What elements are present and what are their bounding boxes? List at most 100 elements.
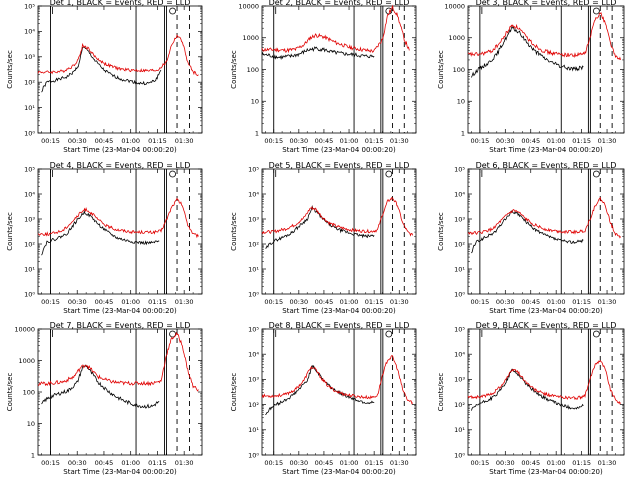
x-tick-label: 00:30 [68,459,87,467]
events-series-line [41,364,160,409]
x-tick-label: 01:30 [390,137,409,145]
y-tick-label: 10¹ [248,426,259,434]
panel-title: Det 6, BLACK = Events, RED = LLD [476,161,617,170]
x-axis-label: Start Time (23-Mar-04 00:00:20) [282,146,396,154]
panel-3: Det 3, BLACK = Events, RED = LLD 1 10 100 10… [437,0,625,154]
panel-title: Det 7, BLACK = Events, RED = LLD [50,321,191,330]
y-tick-label: 10¹ [454,265,465,273]
lld-series-line [467,196,621,239]
y-axis-label: Counts/sec [437,373,445,412]
x-tick-label: 01:00 [340,459,359,467]
y-tick-label: 10000 [14,325,35,333]
x-tick-label: 01:30 [598,137,617,145]
x-tick-label: 01:30 [175,137,194,145]
y-tick-label: 10000 [238,2,259,10]
top-marker-symbol [592,170,600,178]
y-axis-label: Counts/sec [230,373,238,412]
y-tick-label: 10³ [24,53,35,61]
x-tick-label: 01:15 [365,459,384,467]
x-axis-label: Start Time (23-Mar-04 00:00:20) [63,146,177,154]
y-tick-label: 1 [461,129,465,137]
y-tick-label: 10⁰ [454,451,465,459]
y-tick-label: 100 [247,66,259,74]
y-tick-label: 10² [24,240,35,248]
lld-series-line [37,331,199,392]
y-axis-label: Counts/sec [437,212,445,251]
x-tick-label: 01:00 [340,298,359,306]
events-series-line [471,25,584,78]
y-axis-label: Counts/sec [6,50,14,89]
x-tick-label: 00:15 [264,137,283,145]
y-tick-label: 10⁴ [248,351,259,359]
y-tick-label: 10¹ [24,104,35,112]
y-tick-label: 10² [248,240,259,248]
x-tick-label: 00:30 [496,459,515,467]
panel-title: Det 1, BLACK = Events, RED = LLD [50,0,191,7]
y-tick-label: 10⁴ [24,28,35,36]
panel-1: Det 1, BLACK = Events, RED = LLD 10⁰ 10¹ 10… [6,0,203,154]
top-marker-symbol [592,330,600,338]
y-tick-label: 10000 [444,2,465,10]
x-tick-label: 01:15 [365,298,384,306]
y-tick-label: 10³ [248,215,259,223]
y-tick-label: 10⁰ [24,290,35,298]
lld-series-line [261,4,410,54]
y-tick-label: 10³ [248,376,259,384]
x-axis-label: Start Time (23-Mar-04 00:00:20) [489,307,603,315]
x-tick-label: 01:30 [598,459,617,467]
y-tick-label: 10² [248,401,259,409]
x-tick-label: 00:15 [41,137,60,145]
x-tick-label: 00:45 [95,298,114,306]
top-marker-symbol [385,170,393,178]
y-tick-label: 1000 [448,34,465,42]
panel-title: Det 9, BLACK = Events, RED = LLD [476,321,617,330]
y-tick-label: 1 [31,451,35,459]
x-tick-label: 01:00 [121,298,140,306]
panel-title: Det 2, BLACK = Events, RED = LLD [269,0,410,7]
x-tick-label: 00:30 [68,298,87,306]
x-tick-label: 00:15 [41,298,60,306]
y-tick-label: 10¹ [24,265,35,273]
y-axis-label: Counts/sec [6,212,14,251]
x-tick-label: 00:45 [521,459,540,467]
x-tick-label: 01:00 [340,137,359,145]
y-tick-label: 10¹ [454,426,465,434]
x-tick-label: 01:30 [598,298,617,306]
events-series-line [471,210,584,254]
panel-2: Det 2, BLACK = Events, RED = LLD 1 10 100 10… [230,0,417,154]
y-axis-label: Counts/sec [437,50,445,89]
x-tick-label: 01:00 [547,298,566,306]
x-tick-label: 00:45 [315,459,334,467]
y-tick-label: 1 [255,129,259,137]
x-axis-label: Start Time (23-Mar-04 00:00:20) [63,468,177,476]
plot-frame [37,5,203,134]
top-marker-symbol [169,7,176,15]
x-tick-label: 01:00 [121,137,140,145]
plot-frame [467,328,625,456]
x-axis-label: Start Time (23-Mar-04 00:00:20) [282,307,396,315]
x-tick-label: 01:30 [175,298,194,306]
y-tick-label: 10⁵ [24,165,35,173]
y-tick-label: 10⁵ [454,325,465,333]
x-tick-label: 00:30 [289,137,308,145]
x-tick-label: 01:15 [365,137,384,145]
panel-5: Det 5, BLACK = Events, RED = LLD 10⁰ 10¹ 10… [230,161,417,315]
panel-4: Det 4, BLACK = Events, RED = LLD 10⁰ 10¹ 10… [6,161,203,315]
y-tick-label: 10² [24,79,35,87]
events-series-line [41,209,160,256]
x-tick-label: 00:45 [521,298,540,306]
x-tick-label: 00:45 [315,137,334,145]
x-tick-label: 01:15 [572,459,591,467]
top-marker-symbol [592,7,600,15]
x-tick-label: 00:15 [471,459,490,467]
plot-frame [37,168,203,295]
top-marker-symbol [169,170,176,178]
y-tick-label: 1000 [242,34,259,42]
events-series-line [41,46,162,93]
lld-series-line [37,197,199,239]
y-tick-label: 10² [454,240,465,248]
y-tick-label: 10⁵ [248,165,259,173]
y-tick-label: 10 [27,420,35,428]
y-tick-label: 10⁰ [454,290,465,298]
x-tick-label: 01:15 [148,459,167,467]
